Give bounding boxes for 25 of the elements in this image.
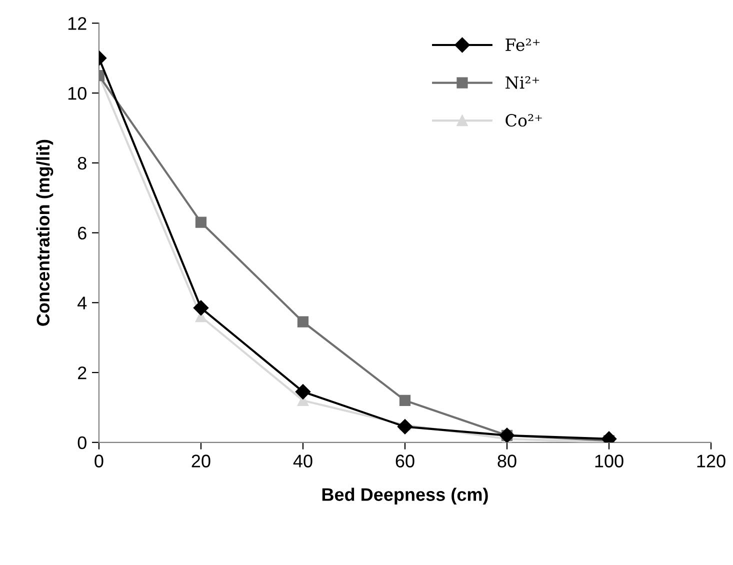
x-tick-label: 80 [498, 454, 516, 468]
point [295, 384, 311, 400]
x-tick-label: 40 [293, 454, 312, 468]
legend-label: Co²⁺ [506, 114, 542, 127]
y-axis-title: Concentration (mg/lit) [36, 140, 54, 326]
legend-label: Ni²⁺ [506, 76, 540, 89]
y-tick-label: 4 [78, 296, 87, 310]
y-tick-label: 6 [78, 226, 86, 240]
legend-label: Fe²⁺ [506, 38, 540, 52]
point [397, 419, 413, 434]
y-tick-label: 12 [68, 17, 86, 30]
point [399, 394, 411, 406]
x-tick-label: 120 [697, 454, 726, 468]
x-tick-label: 20 [192, 454, 210, 468]
y-tick-label: 10 [68, 86, 86, 100]
y-tick-label: 2 [78, 366, 86, 380]
y-tick-label: 8 [78, 156, 86, 170]
x-tick-label: 0 [94, 454, 104, 468]
y-tick-label: 0 [78, 436, 86, 450]
point [195, 216, 207, 228]
x-axis-title: Bed Deepness (cm) [322, 488, 488, 505]
point [297, 316, 309, 328]
point [193, 300, 209, 316]
x-tick-label: 60 [396, 454, 414, 468]
x-tick-label: 100 [595, 454, 624, 468]
